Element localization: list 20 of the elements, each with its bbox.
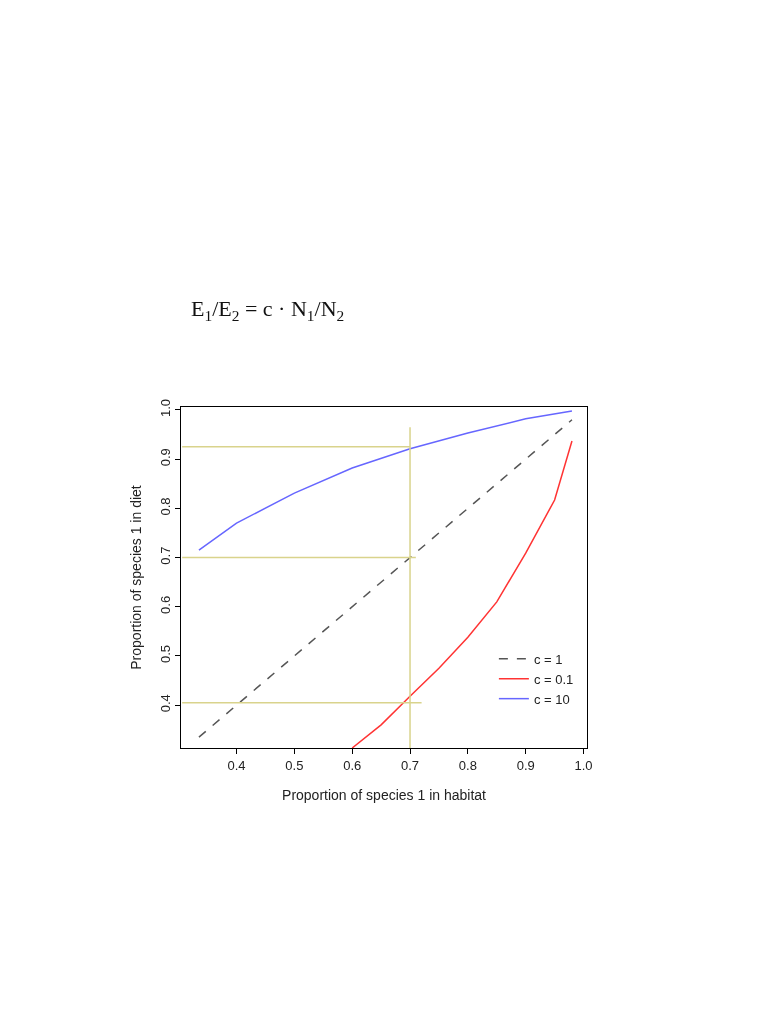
x-tick-label: 0.8 — [458, 757, 477, 773]
legend-label: c = 0.1 — [533, 671, 574, 687]
y-tick-label: 0.9 — [157, 448, 173, 467]
x-tick-label: 0.7 — [400, 757, 420, 773]
x-tick-label: 0.9 — [516, 757, 535, 773]
x-axis-title: Proportion of species 1 in habitat — [282, 786, 487, 803]
legend-label: c = 1 — [533, 651, 563, 667]
x-tick-label: 0.5 — [285, 757, 304, 773]
y-tick-label: 0.8 — [157, 497, 173, 516]
y-tick-label: 0.6 — [157, 595, 173, 614]
x-tick-label: 1.0 — [574, 757, 593, 773]
y-tick-label: 0.4 — [157, 694, 173, 713]
text: E$_{1}$/E$_{2}$ = c · N$_{1}$/N$_{2}$ — [191, 296, 345, 324]
x-tick-label: 0.4 — [227, 757, 246, 773]
x-tick-label: 0.6 — [343, 757, 362, 773]
y-tick-label: 1.0 — [157, 398, 173, 418]
y-tick-label: 0.7 — [157, 546, 173, 565]
legend-label: c = 10 — [533, 691, 570, 707]
y-axis-title: Proportion of species 1 in diet — [128, 485, 145, 670]
y-tick-label: 0.5 — [157, 644, 173, 664]
